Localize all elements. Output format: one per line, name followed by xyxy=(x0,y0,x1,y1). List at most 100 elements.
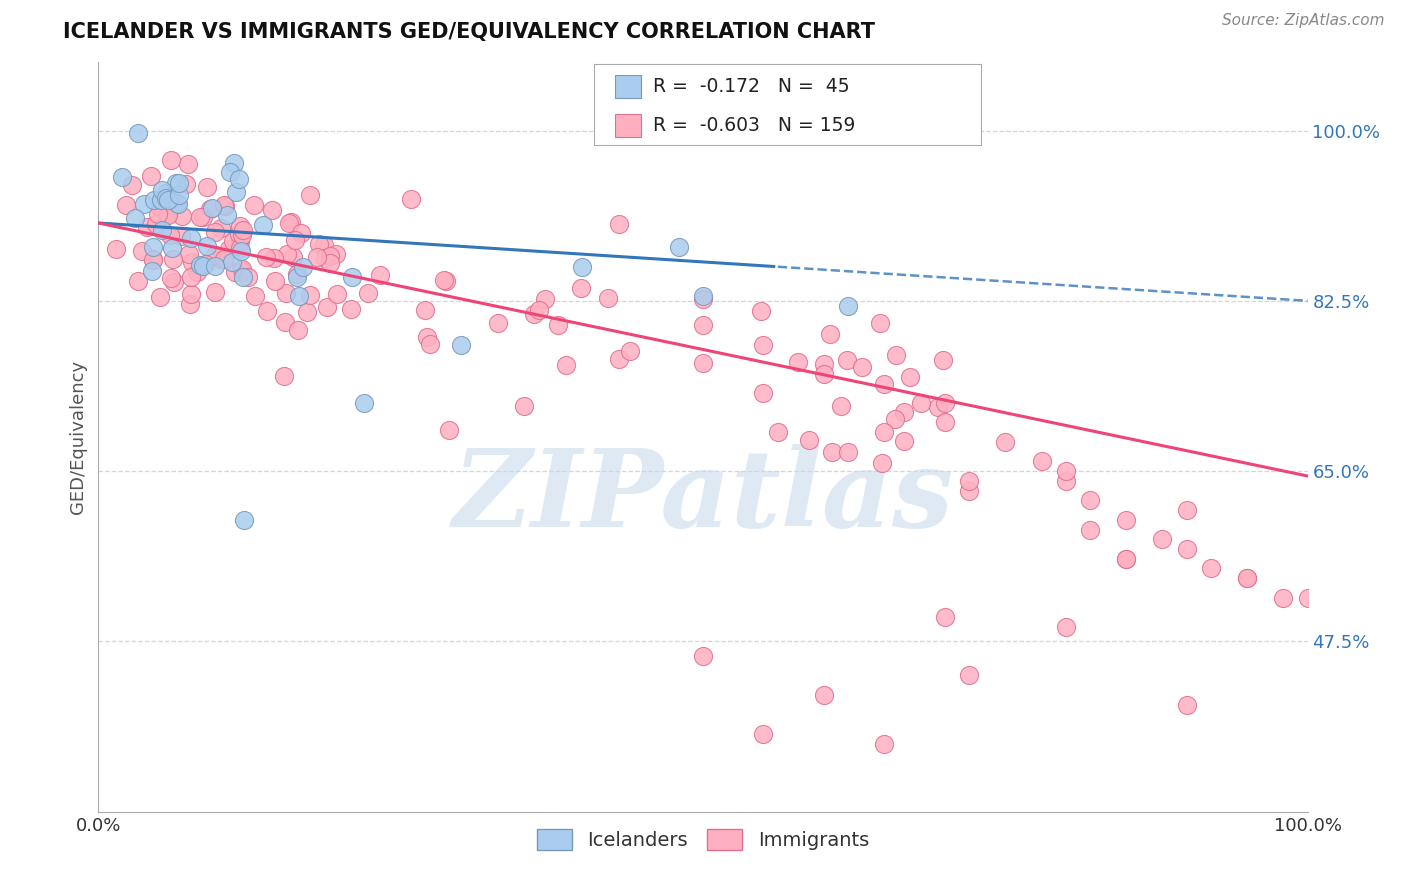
Point xyxy=(188,210,211,224)
Point xyxy=(752,727,775,741)
Point xyxy=(127,275,149,289)
Point xyxy=(256,304,278,318)
Point xyxy=(200,202,222,216)
Point xyxy=(254,250,277,264)
Point xyxy=(167,197,190,211)
Point xyxy=(127,127,149,141)
Point xyxy=(1296,591,1319,605)
Point xyxy=(221,255,243,269)
Point xyxy=(141,264,163,278)
Point xyxy=(957,668,980,682)
Point xyxy=(315,300,337,314)
Point xyxy=(148,207,170,221)
Point xyxy=(1236,571,1258,585)
Point xyxy=(166,196,188,211)
Point xyxy=(153,194,176,208)
Point xyxy=(797,434,820,448)
Point xyxy=(1078,493,1101,508)
Point xyxy=(180,269,202,284)
Point xyxy=(229,244,252,259)
Point xyxy=(214,198,236,212)
Point xyxy=(873,376,896,391)
Point xyxy=(149,201,172,215)
Bar xyxy=(614,114,641,136)
Point xyxy=(1115,513,1137,527)
Text: R =  -0.172   N =  45: R = -0.172 N = 45 xyxy=(654,77,851,96)
Point xyxy=(224,156,246,170)
Text: ZIPatlas: ZIPatlas xyxy=(453,444,953,550)
Point xyxy=(280,215,302,229)
Point xyxy=(232,269,254,284)
Point xyxy=(399,192,422,206)
Point xyxy=(326,287,349,301)
Point xyxy=(692,318,714,333)
Point xyxy=(787,355,810,369)
Point xyxy=(413,303,436,318)
Point xyxy=(315,251,337,265)
Point xyxy=(692,648,714,663)
Point xyxy=(160,241,183,255)
Point xyxy=(222,234,245,248)
Point xyxy=(292,260,315,274)
Point xyxy=(884,348,907,362)
Point xyxy=(1199,561,1222,575)
Point xyxy=(163,198,186,212)
Point xyxy=(569,280,592,294)
Point xyxy=(419,336,441,351)
Point xyxy=(229,219,252,234)
Point xyxy=(174,177,197,191)
Point xyxy=(149,290,172,304)
Point xyxy=(766,425,789,439)
Point xyxy=(276,286,298,301)
Point xyxy=(177,246,200,260)
Point xyxy=(308,237,330,252)
Point xyxy=(195,180,218,194)
Point xyxy=(319,256,342,270)
Point xyxy=(157,208,180,222)
Point xyxy=(124,211,146,225)
Point xyxy=(229,234,252,248)
Point xyxy=(159,227,181,242)
FancyBboxPatch shape xyxy=(595,64,981,145)
Point xyxy=(115,198,138,212)
Point xyxy=(160,153,183,167)
Point xyxy=(851,360,873,375)
Point xyxy=(153,193,176,207)
Point xyxy=(830,399,852,413)
Point xyxy=(312,237,335,252)
Point xyxy=(193,211,215,225)
Point xyxy=(218,242,240,256)
Point xyxy=(263,251,285,265)
Text: Source: ZipAtlas.com: Source: ZipAtlas.com xyxy=(1222,13,1385,29)
Point xyxy=(163,276,186,290)
Point xyxy=(325,247,347,261)
Point xyxy=(298,288,321,302)
Point xyxy=(1272,591,1295,605)
Point xyxy=(132,197,155,211)
Point xyxy=(224,265,246,279)
Point xyxy=(283,250,305,264)
Point xyxy=(1078,523,1101,537)
Point xyxy=(1054,464,1077,478)
Point xyxy=(932,353,955,368)
Point xyxy=(692,292,714,306)
Point xyxy=(232,513,254,527)
Point xyxy=(105,242,128,256)
Legend: Icelanders, Immigrants: Icelanders, Immigrants xyxy=(529,822,877,858)
Point xyxy=(225,186,247,200)
Point xyxy=(215,208,238,222)
Point xyxy=(201,201,224,215)
Point xyxy=(1115,551,1137,566)
Point xyxy=(837,444,859,458)
Point xyxy=(195,239,218,253)
Point xyxy=(204,260,226,274)
Point xyxy=(165,176,187,190)
Point xyxy=(204,247,226,261)
Point xyxy=(893,434,915,448)
Point xyxy=(513,399,536,413)
Point xyxy=(231,263,253,277)
Point xyxy=(214,199,236,213)
Point xyxy=(155,186,177,200)
Point xyxy=(229,241,252,255)
Point xyxy=(813,688,835,702)
